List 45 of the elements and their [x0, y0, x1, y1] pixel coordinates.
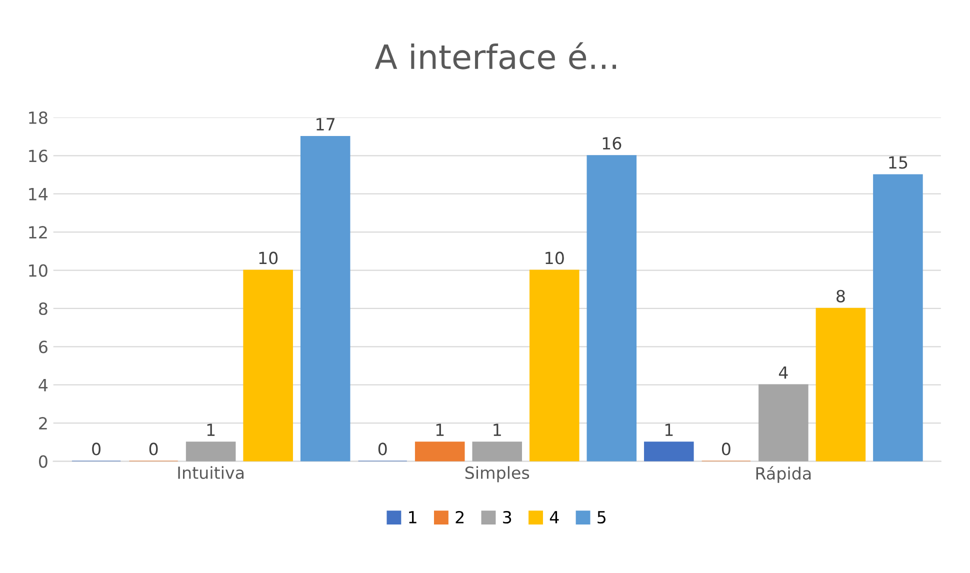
data-label: 4 [778, 366, 788, 379]
data-label: 0 [722, 442, 730, 456]
data-label: 0 [378, 442, 387, 456]
data-label: 1 [436, 424, 444, 436]
x-tick-label: Intuitiva [178, 466, 244, 480]
bar [586, 155, 637, 462]
bar [243, 270, 293, 462]
y-tick-label: 12 [29, 226, 47, 238]
bar [472, 442, 522, 462]
data-label: 16 [602, 137, 622, 150]
data-label: 1 [207, 424, 215, 436]
y-tick-label: 10 [29, 264, 48, 277]
legend-label: 3 [503, 510, 512, 524]
data-label: 10 [546, 252, 564, 264]
bar [300, 136, 350, 462]
legend-label: 5 [598, 511, 606, 524]
y-tick-label: 8 [39, 302, 48, 316]
bar [816, 308, 866, 462]
y-tick-label: 4 [38, 379, 48, 392]
y-tick-label: 14 [29, 188, 48, 200]
y-tick-label: 0 [38, 455, 48, 468]
data-label: 1 [494, 424, 501, 436]
data-label: 0 [92, 442, 100, 456]
data-label: 1 [665, 424, 673, 436]
legend-label: 2 [456, 510, 464, 524]
data-label: 0 [149, 442, 158, 456]
bar [414, 442, 465, 462]
y-tick-label: 6 [39, 340, 48, 354]
x-tick-label: Simples [465, 466, 530, 482]
bar [186, 442, 236, 462]
bar [873, 174, 923, 462]
y-tick-label: 16 [29, 150, 48, 162]
bar [529, 270, 580, 462]
data-label: 15 [889, 156, 908, 169]
y-tick-label: 2 [39, 417, 47, 430]
chart-title: A interface é... [374, 42, 616, 70]
data-label: 8 [836, 290, 845, 302]
data-label: 10 [259, 252, 278, 264]
bar [644, 442, 694, 462]
x-tick-label: Rápida [756, 466, 811, 483]
legend-label: 1 [409, 511, 416, 524]
bar [758, 384, 808, 462]
legend-label: 4 [550, 511, 559, 524]
data-label: 17 [316, 118, 335, 130]
y-tick-label: 18 [29, 111, 48, 124]
